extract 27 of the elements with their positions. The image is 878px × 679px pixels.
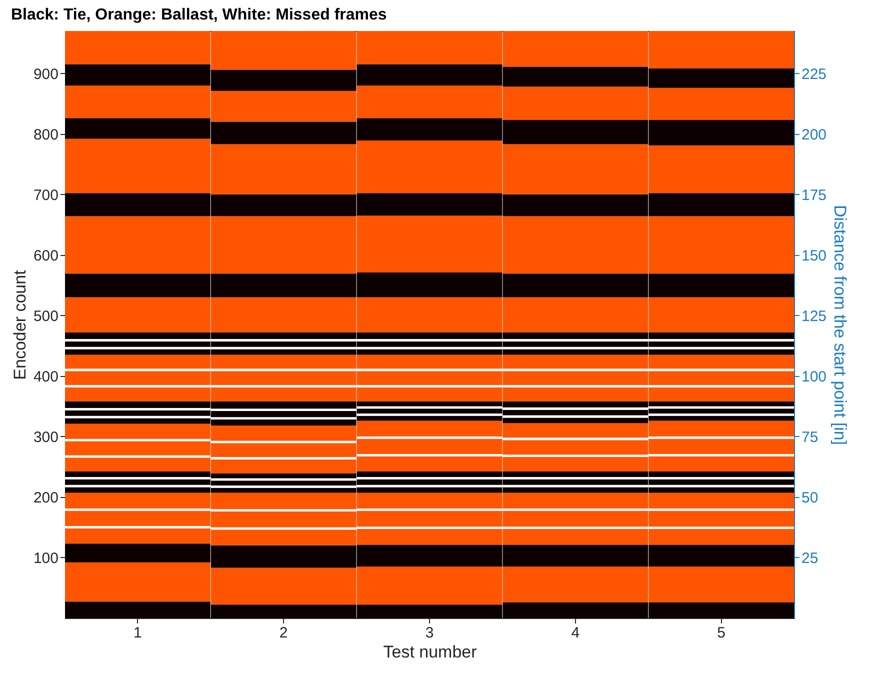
y2-tick-label: 225 — [802, 66, 827, 83]
y-tick-label: 600 — [33, 247, 58, 264]
x-tick-label: 5 — [717, 624, 726, 642]
y-tick-label: 700 — [33, 186, 58, 204]
y-tick-label: 900 — [33, 66, 58, 83]
y-tick-label: 200 — [33, 489, 58, 506]
y-tick-label: 300 — [33, 428, 58, 446]
y2-tick-label: 125 — [802, 308, 827, 325]
x-tick-label: 2 — [279, 624, 288, 642]
x-tick-label: 1 — [133, 624, 142, 642]
y-tick-label: 400 — [33, 368, 58, 386]
chart-title: Black: Tie, Orange: Ballast, White: Missed frames — [10, 6, 387, 24]
y-axis-title: Encoder count — [10, 270, 30, 380]
y2-tick-label: 75 — [802, 428, 818, 446]
y2-tick-label: 50 — [802, 489, 818, 506]
x-axis-title: Test number — [383, 642, 478, 662]
x-tick-label: 3 — [425, 624, 434, 642]
y-tick-label: 500 — [33, 308, 58, 325]
y2-tick-label: 100 — [802, 368, 827, 386]
y-tick-label: 100 — [33, 550, 58, 567]
y-tick-label: 800 — [33, 126, 58, 144]
y2-tick-label: 175 — [802, 186, 827, 204]
y2-axis-title: Distance from the start point [in] — [830, 205, 850, 445]
y2-tick-label: 200 — [802, 126, 827, 144]
y2-tick-label: 25 — [802, 550, 818, 567]
x-tick-label: 4 — [571, 624, 580, 642]
y2-tick-label: 150 — [802, 247, 827, 264]
